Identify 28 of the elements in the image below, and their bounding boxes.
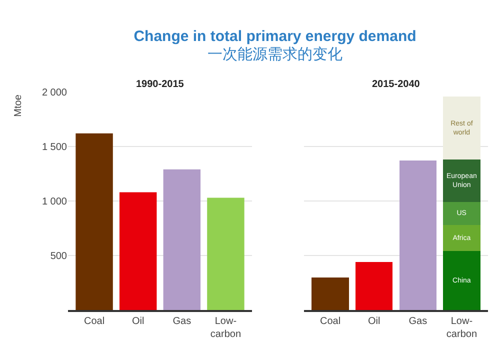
y-tick-label: 2 000 xyxy=(42,88,68,98)
x-tick-label: Coal xyxy=(320,316,341,327)
text: 1990-2015 xyxy=(136,79,184,90)
bar xyxy=(355,262,393,310)
y-tick-label: 1 000 xyxy=(42,196,68,208)
bar xyxy=(207,198,244,310)
chart-title: 2015-2040 xyxy=(372,79,420,90)
y-tick-label: 1 500 xyxy=(42,142,68,153)
bar xyxy=(443,251,480,310)
bar xyxy=(399,160,437,310)
bar xyxy=(443,160,480,202)
x-tick-label: Gas xyxy=(172,316,192,327)
x-tick-label: Gas xyxy=(408,316,428,327)
x-tick-label: Low-carbon xyxy=(210,316,241,340)
x-tick-label: Low-carbon xyxy=(446,316,477,340)
bar xyxy=(163,169,201,310)
bar xyxy=(312,277,349,310)
x-tick-label: Oil xyxy=(132,316,144,327)
bar xyxy=(443,202,480,225)
x-tick-label: Oil xyxy=(368,316,380,327)
chart-subtitle: 一次能源需求的变化 xyxy=(206,45,344,64)
chart-title: Change in total primary energy demand xyxy=(132,28,418,45)
bar xyxy=(119,192,157,310)
y-tick-label: 500 xyxy=(50,251,68,262)
x-tick-label: Coal xyxy=(84,316,105,327)
bar xyxy=(76,133,113,310)
y-axis-title: Mtoe xyxy=(12,94,24,117)
bar xyxy=(443,224,480,252)
